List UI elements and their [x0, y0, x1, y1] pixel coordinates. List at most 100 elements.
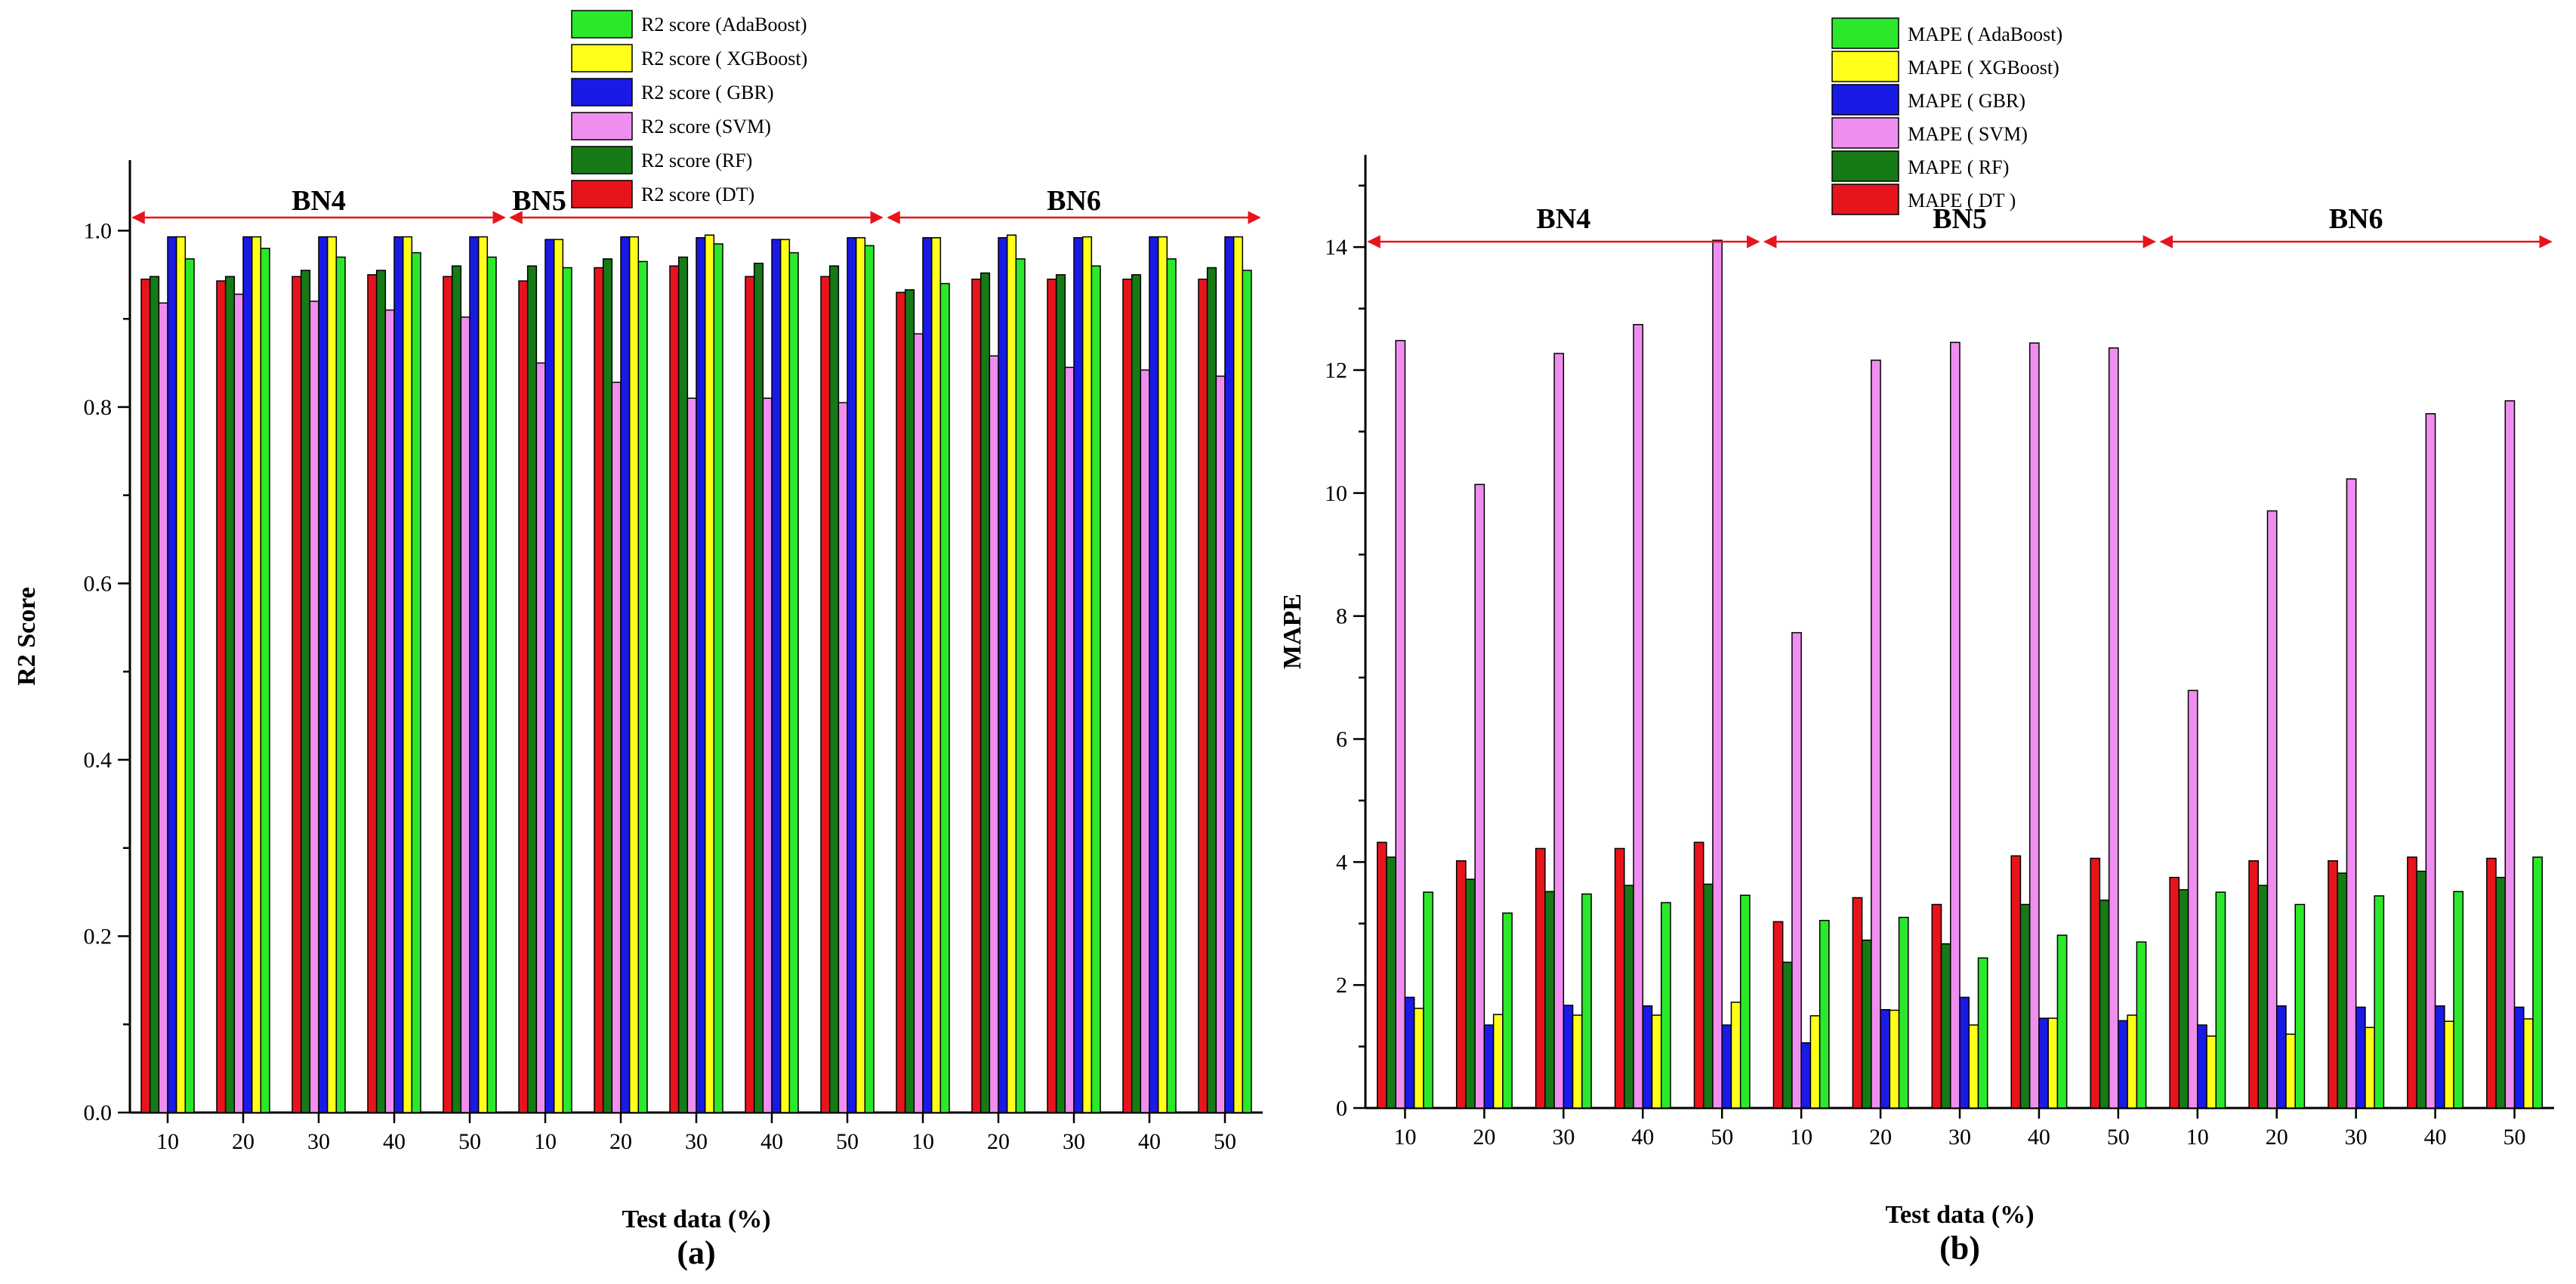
x-tick-label: 30: [685, 1129, 708, 1154]
bar: [1772, 921, 1784, 1109]
bar: [1242, 270, 1252, 1113]
bar: [2056, 934, 2068, 1109]
bar: [175, 236, 187, 1113]
x-tick-label: 10: [1393, 1125, 1416, 1150]
bar: [535, 362, 546, 1113]
bar: [847, 236, 857, 1113]
bar: [1073, 236, 1084, 1113]
legend-swatch: [571, 78, 633, 106]
y-tick-label: 0.0: [84, 1100, 113, 1125]
bar: [1739, 894, 1751, 1109]
bar: [140, 278, 151, 1113]
x-tick-label: 20: [609, 1129, 632, 1154]
legend-label: R2 score ( GBR): [641, 82, 773, 103]
bar: [1492, 1014, 1504, 1109]
bar: [242, 236, 253, 1113]
bar: [2187, 690, 2198, 1109]
bar: [2266, 510, 2278, 1109]
bar: [2434, 1005, 2445, 1109]
bar: [745, 276, 755, 1113]
bar: [2169, 876, 2180, 1109]
bar: [2257, 884, 2269, 1109]
bar: [1721, 1024, 1732, 1109]
legend: MAPE ( AdaBoost) MAPE ( XGBoost) MAPE ( GB…: [1831, 17, 2062, 215]
bar: [2019, 903, 2031, 1109]
bar: [2486, 857, 2497, 1109]
y-tick-label: 6: [1336, 727, 1347, 752]
bar: [1861, 939, 1872, 1109]
bar: [1064, 366, 1075, 1113]
bar: [2532, 857, 2544, 1109]
bar: [779, 239, 791, 1113]
bar: [1702, 883, 1714, 1109]
bar: [149, 276, 160, 1113]
bar: [762, 397, 773, 1113]
bar: [2374, 895, 2385, 1109]
x-tick-label: 40: [1631, 1125, 1654, 1150]
bar: [1535, 847, 1546, 1109]
bar: [1642, 1005, 1653, 1109]
legend-label: R2 score ( XGBoost): [641, 48, 807, 69]
panel-label: (b): [1939, 1230, 1980, 1267]
legend-swatch: [571, 44, 633, 73]
bar: [1968, 1024, 1979, 1109]
bar: [2090, 857, 2101, 1109]
bar: [1581, 893, 1592, 1109]
bar: [1651, 1014, 1662, 1109]
legend-swatch: [571, 10, 633, 39]
bar: [620, 236, 631, 1113]
bar: [611, 381, 622, 1113]
bar: [1465, 878, 1476, 1109]
bar: [309, 301, 319, 1113]
bar: [375, 270, 387, 1113]
bar: [896, 292, 906, 1113]
bar: [367, 274, 378, 1113]
bar: [1502, 912, 1513, 1109]
bar: [2275, 1005, 2287, 1109]
bar: [1782, 961, 1793, 1109]
bar: [1157, 236, 1168, 1113]
bar: [526, 265, 538, 1113]
bar: [1889, 1009, 1900, 1109]
x-tick-label: 30: [1552, 1125, 1575, 1150]
bar: [2248, 860, 2259, 1109]
x-tick-label: 10: [2186, 1125, 2209, 1150]
bar: [1693, 841, 1704, 1109]
chart-panel-b: 0 2 4 6 8 10 12 14 10 20 30 40 50 10 20 30 40 50 10 20 30 40 5…: [1279, 17, 2554, 1267]
y-axis-title: R2 Score: [13, 587, 41, 686]
bar: [1940, 943, 1951, 1109]
y-axis-title: MAPE: [1279, 594, 1307, 669]
bar: [828, 265, 840, 1113]
x-tick-label: 50: [2504, 1125, 2526, 1150]
bar: [904, 289, 915, 1113]
bar: [326, 236, 338, 1113]
bar: [2425, 413, 2436, 1109]
legend-label: MAPE ( DT ): [1908, 190, 2016, 211]
bar: [913, 333, 924, 1113]
bar: [1712, 239, 1723, 1109]
bar: [1055, 274, 1066, 1113]
legend-label: MAPE ( XGBoost): [1908, 57, 2059, 79]
bar: [335, 256, 346, 1113]
bar: [1483, 1024, 1495, 1109]
bar: [1544, 890, 1555, 1109]
x-tick-label: 40: [383, 1129, 406, 1154]
group-label: BN6: [2329, 203, 2383, 235]
bar: [545, 239, 555, 1113]
bar: [669, 265, 680, 1113]
x-tick-label: 10: [534, 1129, 557, 1154]
legend-swatch: [1831, 117, 1899, 149]
bar: [1206, 267, 1217, 1113]
bar: [930, 236, 942, 1113]
bar: [1081, 236, 1093, 1113]
bar: [2513, 1006, 2525, 1109]
bar: [998, 236, 1008, 1113]
bar: [1661, 902, 1671, 1109]
bar: [2337, 872, 2348, 1109]
legend-label: R2 score (SVM): [641, 116, 771, 137]
bar: [1791, 631, 1802, 1109]
x-tick-label: 20: [1869, 1125, 1892, 1150]
bar: [2206, 1035, 2217, 1109]
bar: [1386, 857, 1396, 1109]
bar: [2028, 342, 2040, 1109]
